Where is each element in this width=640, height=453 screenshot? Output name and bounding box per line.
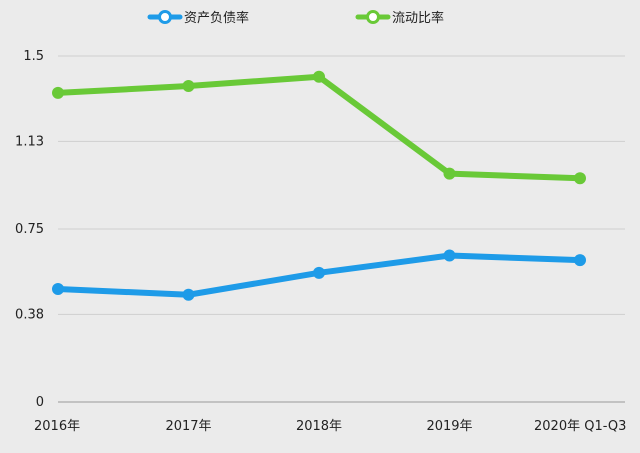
data-point <box>182 288 195 301</box>
y-axis-ticks: 0 0.38 0.75 1.13 1.5 <box>15 49 44 410</box>
data-point <box>443 167 456 180</box>
legend-label: 流动比率 <box>392 10 444 26</box>
y-tick-label: 0.75 <box>15 222 44 237</box>
x-tick-label: 2020年 Q1-Q3 <box>534 419 626 434</box>
series-1 <box>52 70 586 185</box>
data-point <box>574 254 586 267</box>
data-point <box>574 172 586 185</box>
legend-item-1: 流动比率 <box>355 10 444 26</box>
x-axis-ticks: 2016年 2017年 2018年 2019年 2020年 Q1-Q3 <box>34 419 626 434</box>
grid-lines <box>58 55 625 403</box>
legend-marker <box>366 10 380 24</box>
y-tick-label: 0 <box>36 395 44 410</box>
series-line <box>55 73 583 182</box>
data-point <box>182 79 195 92</box>
legend-item-0: 资产负债率 <box>147 10 249 26</box>
y-tick-label: 1.13 <box>15 134 44 149</box>
data-point <box>52 282 64 295</box>
legend: 资产负债率 流动比率 <box>147 10 444 26</box>
data-point <box>52 86 64 99</box>
x-tick-label: 2016年 <box>34 419 80 434</box>
y-tick-label: 0.38 <box>15 307 44 322</box>
series-lines <box>52 70 586 301</box>
data-point <box>313 70 325 83</box>
data-point <box>443 249 456 262</box>
series-0 <box>52 249 586 301</box>
legend-label: 资产负债率 <box>184 10 249 26</box>
legend-marker <box>158 10 172 24</box>
data-point <box>313 266 325 279</box>
x-tick-label: 2019年 <box>426 419 472 434</box>
x-tick-label: 2017年 <box>165 419 211 434</box>
y-tick-label: 1.5 <box>23 49 44 64</box>
x-tick-label: 2018年 <box>296 419 342 434</box>
